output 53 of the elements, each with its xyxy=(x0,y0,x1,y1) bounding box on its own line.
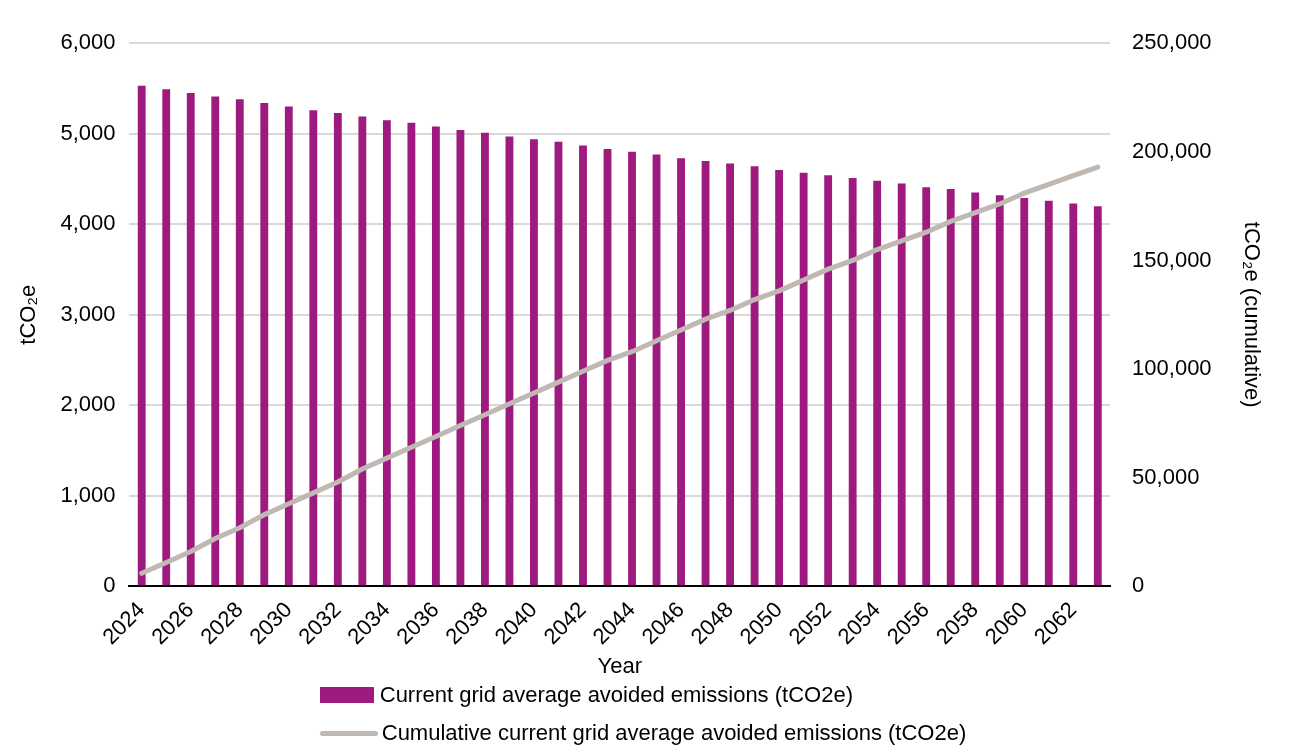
bar xyxy=(848,178,857,586)
legend-label: Cumulative current grid average avoided emissions (tCO2e) xyxy=(381,720,967,746)
y-tick-label: 0 xyxy=(103,572,116,598)
legend-label: Current grid average avoided emissions (tCO2e) xyxy=(379,682,853,708)
bar xyxy=(186,92,195,586)
bar xyxy=(431,126,440,586)
x-axis-title: Year xyxy=(597,652,642,678)
bar xyxy=(824,175,833,586)
bar xyxy=(481,132,489,586)
y2-tick-label: 50,000 xyxy=(1132,463,1200,489)
bar xyxy=(677,158,685,586)
y2-axis-title: tCO₂e (cumulative) xyxy=(1239,221,1265,408)
bar xyxy=(309,110,318,586)
bar xyxy=(284,106,293,586)
bar xyxy=(946,188,955,586)
bar xyxy=(995,195,1004,586)
bar xyxy=(750,166,759,586)
bar xyxy=(1044,200,1053,586)
bar xyxy=(358,116,367,586)
bar xyxy=(1093,206,1102,586)
y-tick-label: 3,000 xyxy=(60,300,116,326)
bar xyxy=(456,130,465,586)
bar xyxy=(1069,203,1078,586)
bar xyxy=(137,85,146,586)
y2-tick-label: 150,000 xyxy=(1132,246,1212,272)
bar xyxy=(799,172,808,586)
bar xyxy=(530,139,538,586)
y-tick-label: 4,000 xyxy=(60,210,116,236)
bar xyxy=(260,102,269,586)
bar xyxy=(897,183,906,586)
bar xyxy=(971,192,980,586)
bar xyxy=(382,120,391,586)
bar xyxy=(211,96,220,586)
bar xyxy=(407,122,416,586)
y-tick-label: 5,000 xyxy=(60,119,116,145)
bar xyxy=(775,169,784,586)
y-tick-label: 1,000 xyxy=(60,481,116,507)
bar xyxy=(235,99,244,586)
bar xyxy=(333,112,342,586)
bar xyxy=(162,89,171,586)
bar xyxy=(628,151,636,586)
bar xyxy=(726,163,735,586)
y2-tick-label: 250,000 xyxy=(1132,29,1212,55)
y2-tick-label: 100,000 xyxy=(1132,355,1212,381)
y-tick-label: 6,000 xyxy=(60,29,116,55)
bar xyxy=(873,180,882,586)
y-axis-title: tCO₂e xyxy=(15,284,41,345)
y2-tick-label: 200,000 xyxy=(1132,137,1212,163)
y-tick-label: 2,000 xyxy=(60,391,116,417)
bar xyxy=(579,145,587,586)
bar xyxy=(922,187,931,586)
bar xyxy=(1020,197,1029,586)
y2-tick-label: 0 xyxy=(1132,572,1145,598)
